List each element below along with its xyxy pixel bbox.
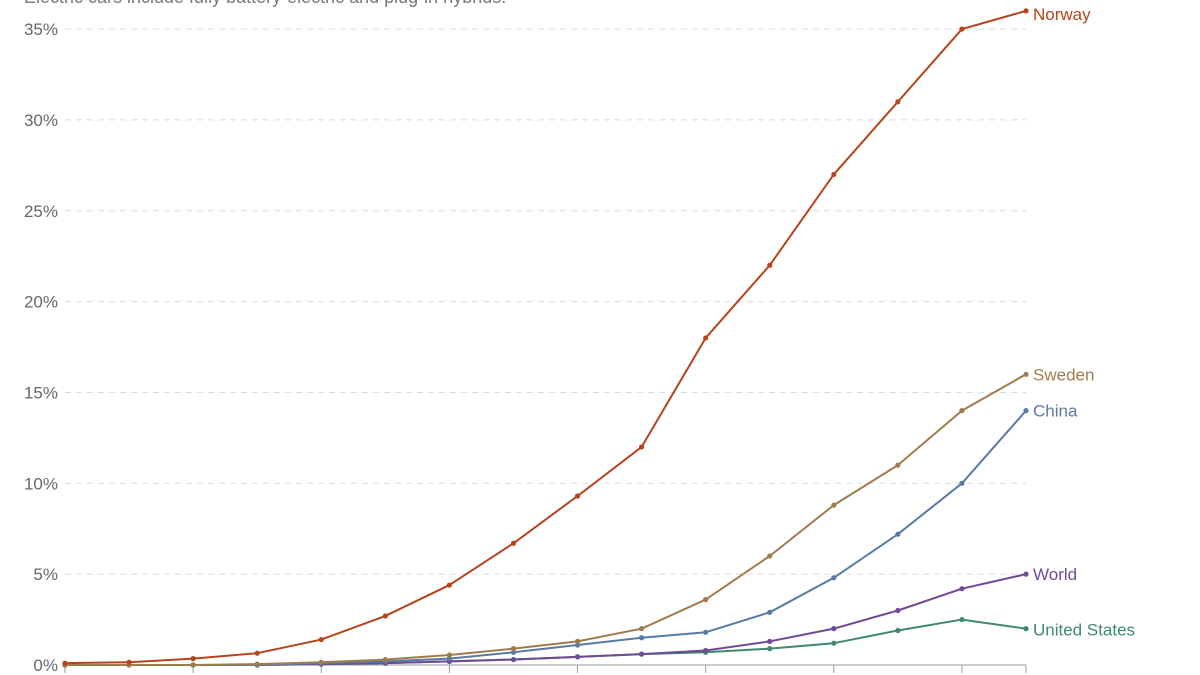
y-tick-label: 25% [24,202,58,221]
data-point [1023,408,1029,414]
y-tick-label: 30% [24,111,58,130]
data-point [574,642,581,648]
series-sweden [62,371,1029,668]
series-label: China [1033,402,1078,421]
data-point [574,493,581,499]
data-point [1023,8,1029,14]
data-point [446,656,452,662]
data-point [767,646,773,652]
data-point [959,586,965,592]
data-point [254,650,260,656]
data-point [959,408,965,414]
data-point [318,636,324,643]
y-tick-label: 0% [33,656,58,675]
data-point [767,638,773,644]
y-tick-label: 35% [24,20,58,39]
y-axis-labels: 0% 5% 10% 15% 20% 25% 30% 35% [24,20,58,675]
series-united-states [62,616,1029,668]
data-point [446,582,452,588]
data-point [574,654,581,660]
data-point [510,649,517,655]
data-point [639,444,645,450]
series-label: Norway [1033,5,1091,24]
series-label: World [1033,565,1077,584]
data-point [254,661,260,667]
data-point [703,335,709,341]
series-china [62,408,1029,668]
data-point [1023,571,1029,577]
data-point [382,613,388,619]
data-point [62,660,68,666]
data-point [1023,371,1029,377]
series-line [65,373,1027,666]
data-point [959,616,965,623]
data-point [639,635,645,641]
x-axis [64,664,1027,673]
data-point [446,652,452,658]
data-point [510,656,517,663]
data-point [959,480,965,486]
data-point [1023,626,1029,632]
data-point [574,638,581,644]
data-point [190,662,196,668]
data-point [831,502,837,508]
series-line [65,409,1027,666]
data-point [767,262,773,268]
data-point [703,629,709,635]
data-point [959,26,965,32]
data-point [126,659,132,665]
data-point [382,656,388,663]
data-point [190,656,196,662]
series-world [62,571,1029,668]
y-tick-label: 15% [24,383,58,402]
series-label: Sweden [1033,365,1094,384]
data-point [703,647,709,654]
gridlines [65,28,1026,575]
data-point [703,596,709,603]
data-point [318,659,324,665]
data-point [767,609,773,615]
data-point [895,627,901,634]
y-tick-label: 5% [33,565,58,584]
data-point [895,99,901,105]
data-point [831,640,837,646]
y-tick-label: 20% [24,293,58,312]
series-line [65,573,1027,666]
data-point [767,553,773,559]
series-label: United States [1033,621,1135,640]
series-labels: United States World China Sweden Norway [1033,5,1135,640]
data-point [895,531,901,537]
series-line [64,9,1027,665]
data-point [895,607,901,614]
data-point [639,626,645,632]
series-norway [62,8,1029,666]
y-tick-label: 10% [24,474,58,493]
data-point [831,575,837,581]
data-point [895,462,901,468]
data-point [831,626,837,632]
series-lines [62,8,1029,668]
data-point [510,540,517,546]
data-point [639,651,645,657]
data-point [510,646,517,652]
chart-subtitle: Electric cars include fully battery-elec… [24,0,506,8]
data-point [831,171,837,178]
